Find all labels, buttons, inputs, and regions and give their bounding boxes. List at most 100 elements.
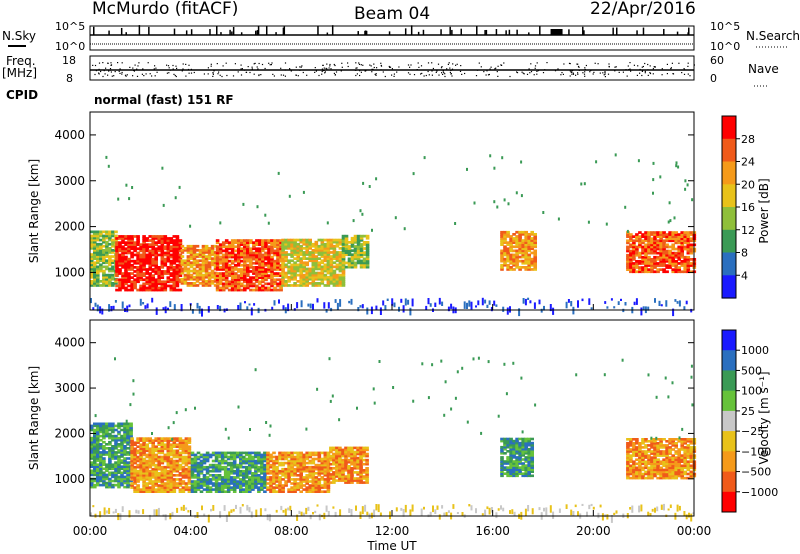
velocity-cell: [269, 476, 273, 479]
velocity-cell: [223, 455, 228, 459]
power-cell: [249, 280, 253, 284]
power-cell: [151, 251, 155, 255]
power-cell: [243, 272, 247, 275]
power-cell: [154, 263, 158, 267]
velocity-cell: [269, 484, 273, 487]
velocity-cell: [178, 488, 183, 491]
power-cell: [111, 269, 115, 273]
velocity-cell: [308, 467, 312, 471]
noise-burst: [550, 29, 563, 35]
velocity-cell: [344, 465, 348, 468]
power-cell: [335, 280, 340, 283]
velocity-cell: [157, 447, 161, 451]
velocity-cell: [90, 463, 94, 466]
velocity-cell: [232, 472, 237, 475]
power-ground-scatter: [678, 300, 681, 307]
velocity-cell: [263, 472, 267, 475]
power-cell: [115, 245, 119, 249]
velocity-cell: [93, 424, 97, 428]
power-cell: [677, 249, 681, 253]
velocity-cell: [166, 482, 171, 485]
power-cell: [160, 245, 165, 249]
velocity-cell: [335, 471, 339, 474]
noise-panel: [89, 25, 695, 51]
velocity-cell: [178, 451, 183, 455]
power-cell: [279, 278, 283, 282]
power-cell: [234, 288, 238, 292]
velocity-cell: [154, 437, 158, 440]
velocity-cell: [287, 451, 291, 455]
velocity-cell: [284, 476, 288, 479]
velocity-cell: [163, 457, 168, 461]
power-cell: [93, 247, 97, 250]
power-cell: [96, 253, 100, 256]
freq-dot: [644, 70, 646, 72]
velocity-cell: [278, 453, 282, 457]
velocity-cell: [175, 486, 180, 489]
velocity-cell: [220, 453, 225, 457]
power-cell: [115, 253, 119, 257]
power-ground-scatter: [549, 304, 552, 312]
velocity-cell: [214, 453, 219, 457]
power-cell: [503, 257, 507, 261]
power-speckle: [684, 179, 687, 183]
power-cell: [338, 275, 343, 279]
power-cell: [183, 282, 188, 285]
power-cell: [500, 255, 504, 259]
velocity-cell: [114, 473, 118, 477]
power-cell: [281, 247, 285, 250]
power-cell: [650, 258, 654, 261]
velocity-cell: [500, 447, 504, 451]
power-cell: [237, 274, 241, 277]
power-cell: [335, 275, 340, 279]
power-cell: [647, 264, 651, 267]
power-cell: [121, 253, 125, 257]
power-cell: [270, 282, 274, 286]
freq-dot: [182, 68, 184, 70]
power-cell: [299, 277, 303, 281]
power-cell: [246, 249, 250, 253]
freq-dot: [485, 74, 487, 76]
velocity-cell: [166, 445, 171, 448]
velocity-cell: [169, 474, 174, 477]
power-cell: [124, 278, 128, 282]
power-cell: [656, 268, 660, 271]
velocity-cell: [160, 474, 165, 477]
power-cell: [503, 263, 507, 267]
power-cell: [207, 282, 212, 285]
power-cell: [326, 269, 331, 273]
velocity-cell: [365, 458, 369, 462]
velocity-cell: [120, 477, 124, 481]
velocity-cell: [275, 469, 279, 473]
power-cell: [365, 253, 370, 257]
power-cell: [686, 270, 691, 274]
power-cell: [169, 263, 174, 267]
power-cell: [671, 260, 675, 263]
power-ground-scatter: [450, 303, 453, 309]
velocity-cell: [145, 459, 149, 463]
power-cell: [650, 264, 654, 267]
power-cell: [353, 253, 358, 257]
power-cell: [96, 234, 100, 238]
velocity-cell: [302, 480, 306, 483]
velocity-cell: [299, 486, 303, 489]
power-cell: [326, 271, 331, 275]
velocity-cell: [90, 451, 94, 454]
power-cell: [296, 249, 300, 252]
power-cell: [671, 255, 675, 259]
velocity-cell: [302, 459, 306, 463]
velocity-cell: [266, 476, 270, 479]
freq-dot: [155, 67, 157, 69]
velocity-cell: [323, 465, 328, 469]
velocity-cell: [145, 469, 149, 473]
velocity-cell: [93, 467, 97, 471]
velocity-cell: [93, 483, 97, 487]
power-cell: [276, 274, 280, 277]
velocity-cell: [111, 475, 115, 479]
power-cell: [281, 277, 285, 281]
velocity-cell: [193, 457, 198, 461]
freq-dot: [578, 66, 580, 68]
velocity-cell: [145, 437, 149, 440]
power-cell: [204, 244, 209, 248]
power-cell: [365, 257, 370, 261]
